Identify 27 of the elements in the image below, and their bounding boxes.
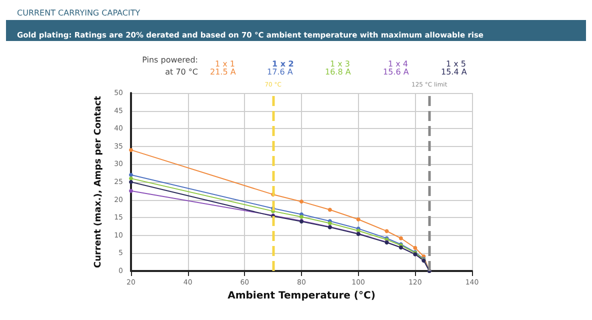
text: 1 x 1 [215, 60, 235, 68]
text: 15.6 A [383, 68, 410, 76]
text: 15.4 A [441, 68, 468, 76]
point [129, 188, 133, 193]
point [328, 208, 332, 212]
y-axis-title: Current (max.), Amps per Contact [94, 95, 104, 268]
point [129, 176, 133, 180]
x-axis-title: Ambient Temperature (°C) [228, 290, 376, 302]
text: Pins powered: [142, 56, 198, 64]
text: 17.6 A [267, 68, 294, 76]
text: 16.8 A [325, 68, 352, 76]
point [300, 214, 304, 219]
text: at 70 °C [165, 68, 198, 76]
point [129, 148, 133, 152]
point [413, 246, 418, 250]
text: 1 x 5 [446, 60, 466, 68]
text: 21.5 A [210, 68, 236, 76]
point [356, 217, 360, 222]
point [129, 172, 133, 177]
point [398, 236, 403, 240]
text: 1 x 4 [388, 60, 408, 68]
text: 1 x 3 [330, 60, 350, 68]
point [300, 200, 304, 204]
point [384, 229, 389, 234]
point [129, 180, 133, 184]
text: 1 x 2 [272, 60, 294, 68]
chart-title: CURRENT CARRYING CAPACITY [17, 8, 140, 18]
